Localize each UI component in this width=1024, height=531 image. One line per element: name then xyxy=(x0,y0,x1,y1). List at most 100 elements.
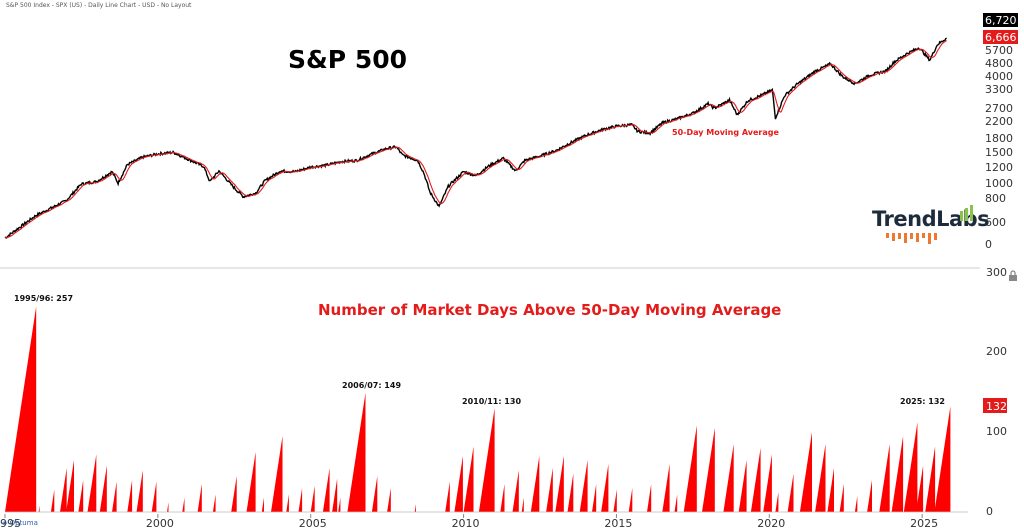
last-count-label: 132 xyxy=(986,400,1007,413)
streak-23 xyxy=(322,468,330,512)
streak-59 xyxy=(827,468,834,512)
streak-28 xyxy=(387,488,391,512)
streak-33 xyxy=(478,408,495,512)
streak-56 xyxy=(787,473,794,512)
year-label-2020: 2020 xyxy=(757,517,785,530)
year-label-2010: 2010 xyxy=(452,517,480,530)
price-tick-label: 2200 xyxy=(985,115,1013,128)
indicator-axis[interactable] xyxy=(982,270,1024,518)
streak-42 xyxy=(592,484,597,512)
last-count-tag xyxy=(983,398,1007,413)
price-tick-label: 2700 xyxy=(985,102,1013,115)
streak-47 xyxy=(662,464,670,512)
indicator-chart-title: Number of Market Days Above 50-Day Movin… xyxy=(318,301,781,319)
streak-44 xyxy=(613,489,617,512)
year-label-1995: 1995 xyxy=(0,517,21,530)
streak-13 xyxy=(182,497,185,512)
streak-8 xyxy=(112,481,117,512)
streak-4 xyxy=(66,460,74,512)
streak-6 xyxy=(87,454,97,512)
streak-15 xyxy=(212,494,216,512)
streak-49 xyxy=(683,425,697,512)
annotation-2006: 2006/07: 149 xyxy=(342,381,401,390)
streak-51 xyxy=(723,444,734,512)
price-tick-label: 600 xyxy=(985,216,1006,229)
streak-35 xyxy=(512,470,519,512)
streak-29 xyxy=(414,504,416,512)
streak-30 xyxy=(445,481,450,512)
price-tick-label: 5700 xyxy=(985,44,1013,57)
ma-price-label: 6,666 xyxy=(985,31,1017,44)
last-price-label: 6,720 xyxy=(985,14,1017,27)
streak-37 xyxy=(530,456,540,512)
streak-36 xyxy=(521,497,524,512)
count-tick-label: 300 xyxy=(986,266,1007,279)
streak-7 xyxy=(99,465,107,512)
streak-10 xyxy=(136,470,143,512)
year-label-2015: 2015 xyxy=(604,517,632,530)
year-label-2005: 2005 xyxy=(299,517,327,530)
streak-40 xyxy=(567,473,574,512)
optuma-brand: ◈ Optuma xyxy=(2,519,38,527)
count-tick-label: 200 xyxy=(986,345,1007,358)
streak-17 xyxy=(246,452,256,512)
price-tick-label: 4000 xyxy=(985,70,1013,83)
streak-39 xyxy=(555,456,564,512)
streak-0 xyxy=(5,306,37,512)
streak-58 xyxy=(815,444,826,512)
streak-50 xyxy=(702,428,715,512)
streak-68 xyxy=(934,406,951,512)
streak-32 xyxy=(463,446,474,512)
annotation-2010: 2010/11: 130 xyxy=(462,397,521,406)
streak-65 xyxy=(903,422,918,512)
price-tick-label: 800 xyxy=(985,192,1006,205)
streak-25 xyxy=(338,497,341,512)
price-tick-label: 0 xyxy=(985,238,992,251)
year-label-2025: 2025 xyxy=(910,517,938,530)
price-tick-label: 1000 xyxy=(985,177,1013,190)
streak-3 xyxy=(60,468,67,512)
price-line xyxy=(4,37,948,239)
streak-5 xyxy=(78,480,84,512)
streak-18 xyxy=(261,497,264,512)
streak-52 xyxy=(738,460,747,512)
streak-38 xyxy=(546,468,553,512)
streak-14 xyxy=(197,484,202,512)
streak-24 xyxy=(332,478,338,512)
streak-16 xyxy=(231,476,237,512)
count-tick-label: 100 xyxy=(986,425,1007,438)
streak-21 xyxy=(298,488,303,512)
streak-60 xyxy=(839,484,844,512)
streak-22 xyxy=(310,485,315,512)
last-price-tag xyxy=(983,13,1018,27)
ma-series-label: 50-Day Moving Average xyxy=(672,128,779,137)
streak-67 xyxy=(925,446,936,512)
price-tick-label: 3300 xyxy=(985,83,1013,96)
streak-63 xyxy=(879,444,890,512)
year-label-2000: 2000 xyxy=(146,517,174,530)
ma-line xyxy=(4,40,947,239)
streak-48 xyxy=(674,494,678,512)
price-chart-title: S&P 500 xyxy=(288,45,407,74)
price-tick-label: 1500 xyxy=(985,146,1013,159)
time-axis[interactable]: 1995 2000 2005 2010 2015 2020 2025 xyxy=(0,514,938,530)
price-tick-label: 4800 xyxy=(985,57,1013,70)
chart-header: S&P 500 Index - SPX (US) - Daily Line Ch… xyxy=(6,2,192,9)
lock-icon[interactable] xyxy=(1008,270,1018,282)
streak-34 xyxy=(500,484,505,512)
streak-19 xyxy=(271,436,283,512)
streak-20 xyxy=(286,494,289,512)
count-tick-label: 0 xyxy=(986,505,993,518)
streak-64 xyxy=(891,436,904,512)
streak-61 xyxy=(854,496,858,512)
price-tick-label: 1200 xyxy=(985,161,1013,174)
streak-66 xyxy=(916,465,924,512)
streak-41 xyxy=(579,460,588,512)
streak-1 xyxy=(38,505,40,512)
price-axis[interactable] xyxy=(982,10,1024,268)
annotation-1995: 1995/96: 257 xyxy=(14,294,73,303)
annotation-2025: 2025: 132 xyxy=(900,397,945,406)
streak-11 xyxy=(151,481,157,512)
